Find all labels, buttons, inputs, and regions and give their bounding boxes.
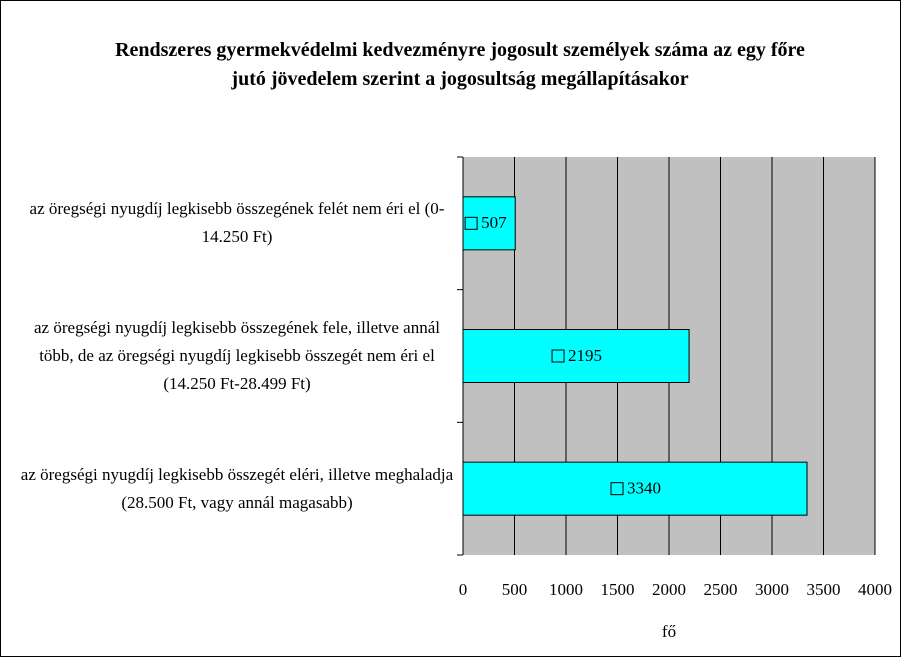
y-tick-label: az öregségi nyugdíj legkisebb összegének…	[34, 318, 440, 393]
x-axis-label: fő	[662, 622, 676, 641]
chart-title: Rendszeres gyermekvédelmi kedvezményre j…	[115, 39, 805, 90]
bar	[462, 461, 808, 516]
x-tick-label: 3500	[807, 580, 841, 599]
x-tick-label: 2000	[652, 580, 686, 599]
data-label: 507	[481, 213, 507, 232]
label-key	[551, 349, 565, 363]
x-tick-label: 0	[459, 580, 468, 599]
data-label: 3340	[627, 479, 661, 498]
x-tick-label: 2500	[704, 580, 738, 599]
x-tick-label: 1500	[601, 580, 635, 599]
x-tick-label: 500	[502, 580, 528, 599]
bar	[462, 196, 516, 251]
y-tick-label: az öregségi nyugdíj legkisebb összegét e…	[20, 464, 454, 512]
x-tick-label: 1000	[549, 580, 583, 599]
x-tick-label: 3000	[755, 580, 789, 599]
label-key	[610, 482, 624, 496]
y-tick-label: az öregségi nyugdíj legkisebb összegének…	[29, 199, 445, 247]
bar	[462, 329, 690, 383]
data-label: 2195	[568, 346, 602, 365]
x-tick-label: 4000	[858, 580, 892, 599]
label-key	[464, 216, 478, 230]
